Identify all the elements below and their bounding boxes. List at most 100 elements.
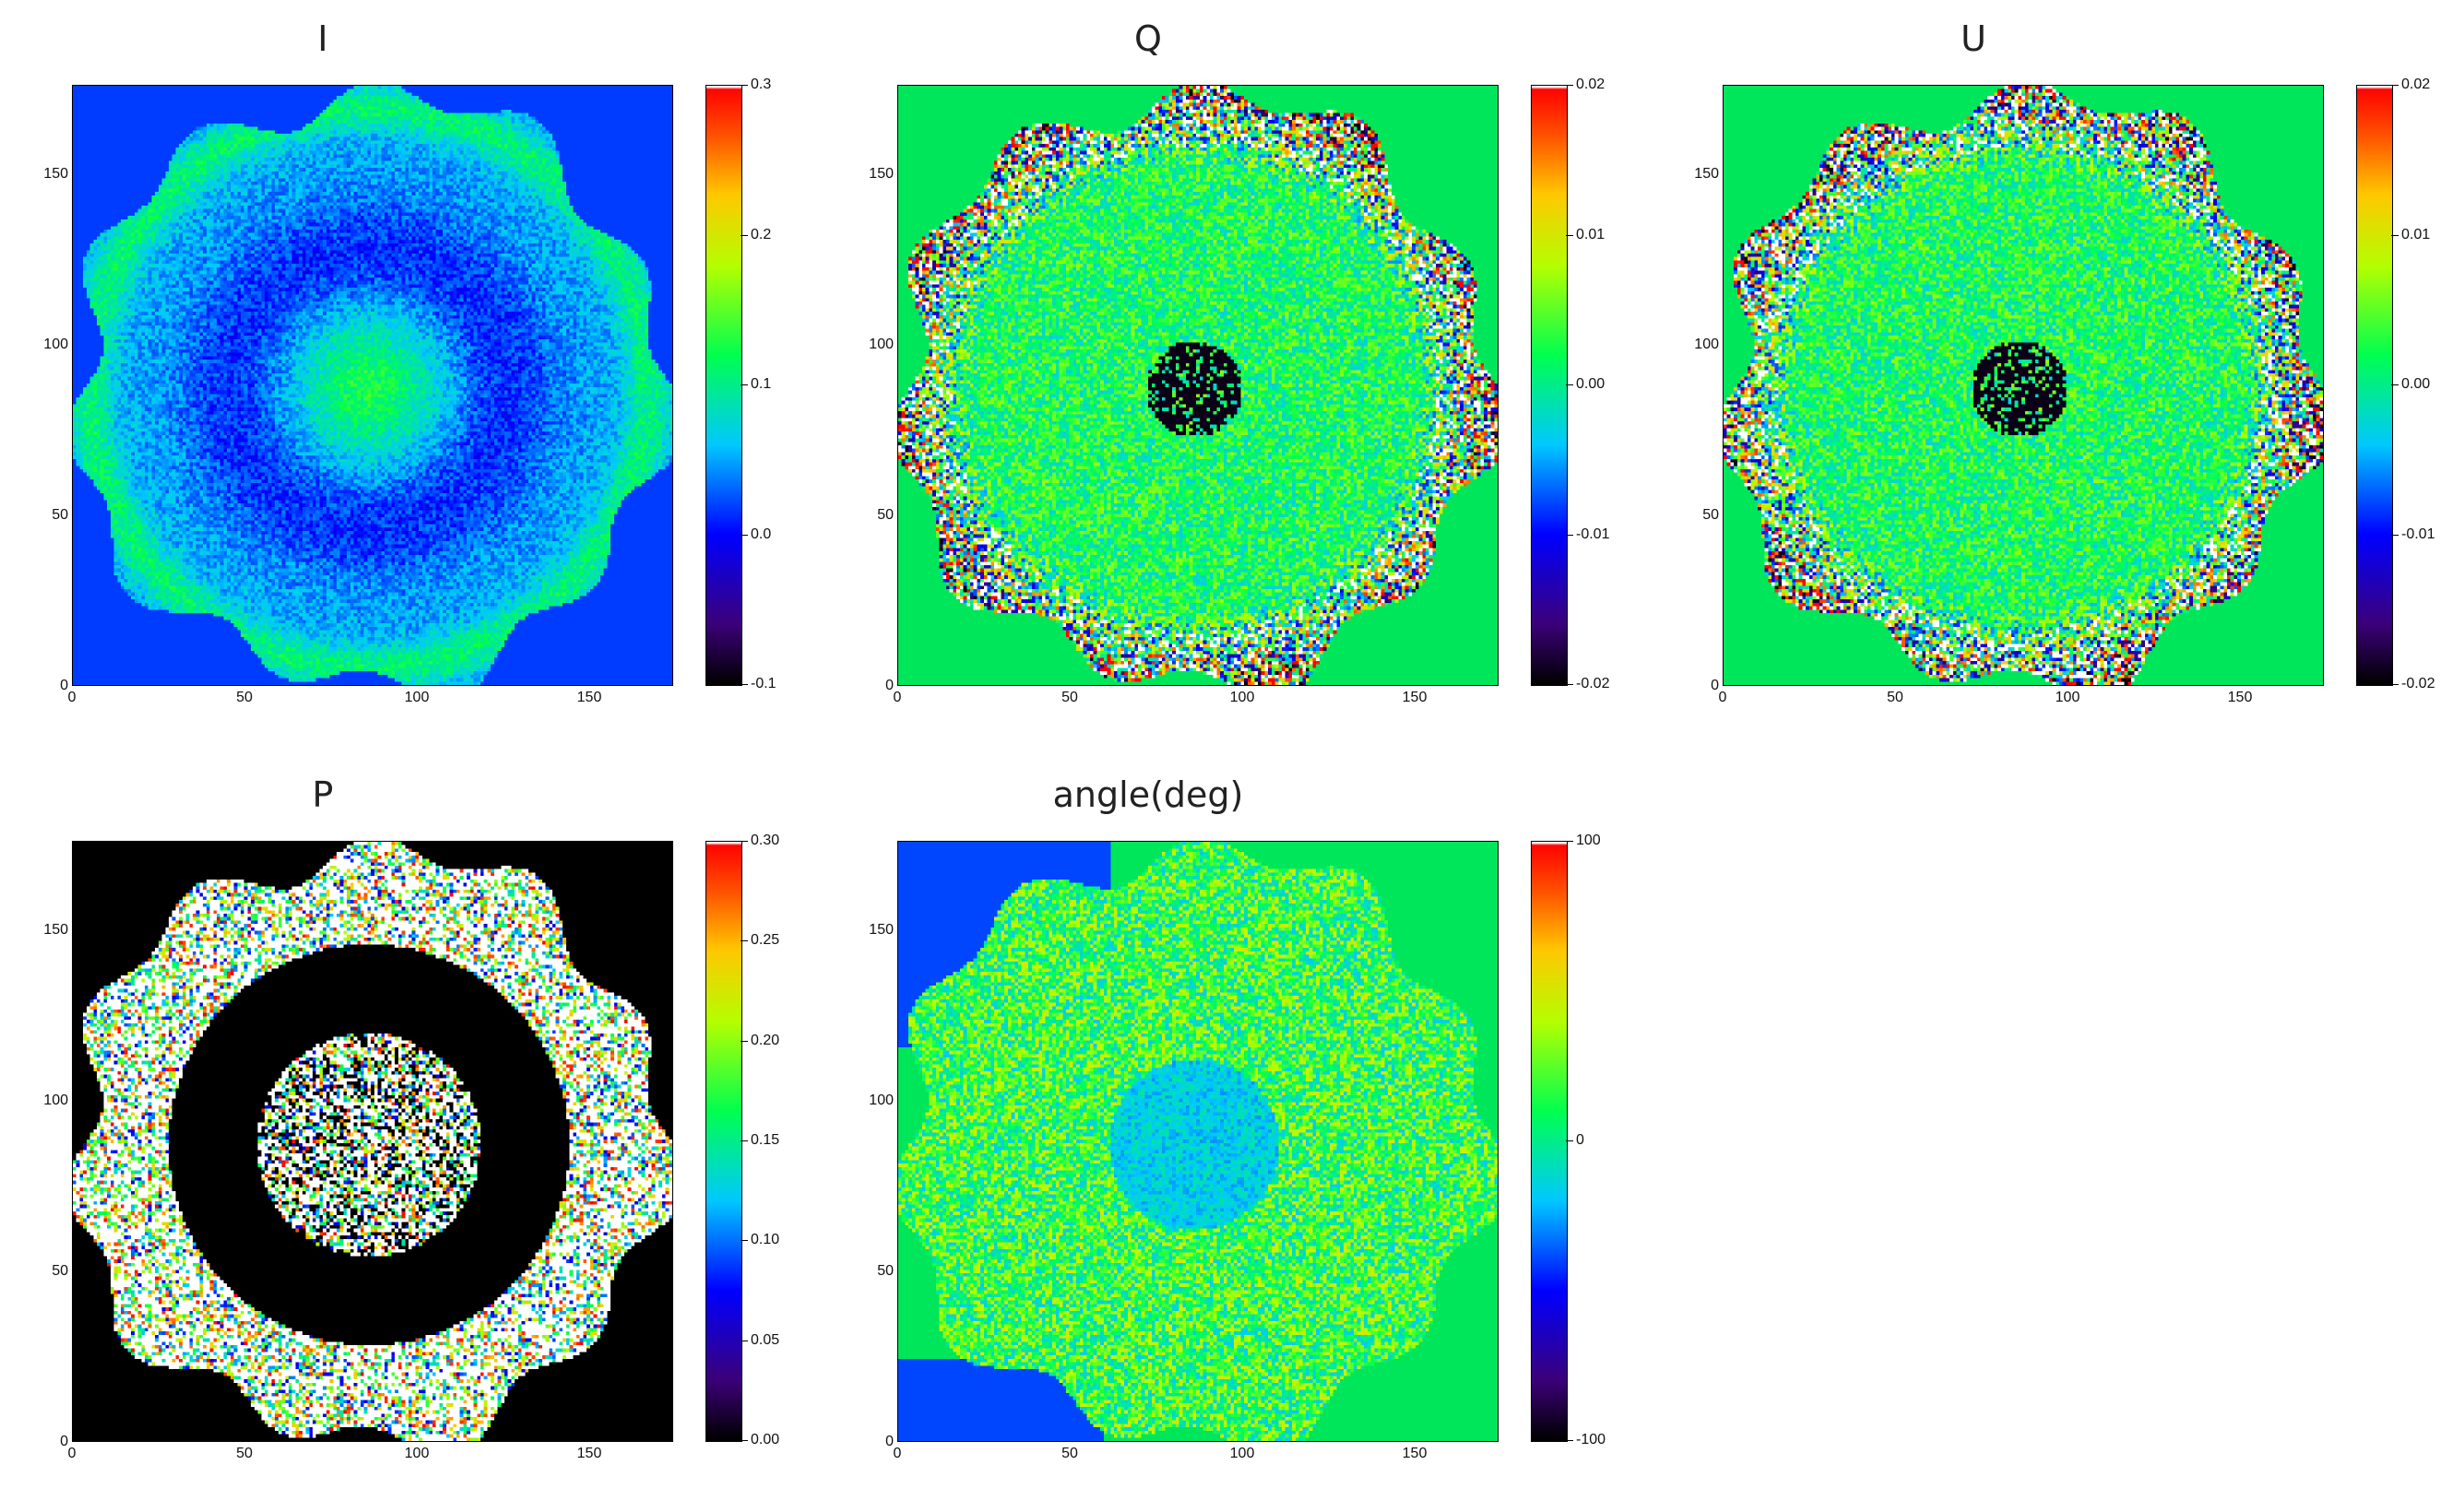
y-tick-label: 50 xyxy=(52,507,68,523)
colorbar-tick-label: 0.00 xyxy=(2401,376,2431,392)
panel-Q: Q 0 50 100 150 0 50 100 150 0.02 0.01 0.00 -0.01 -0.… xyxy=(825,18,1637,756)
colorbar-tick-label: 0.10 xyxy=(751,1232,780,1248)
x-tick-label: 150 xyxy=(2227,690,2253,705)
x-tick-label: 0 xyxy=(67,690,77,705)
x-tick-label: 150 xyxy=(576,1446,602,1461)
colorbar-tick-label: 0.0 xyxy=(751,526,772,542)
colorbar-tick-label: 100 xyxy=(1576,833,1601,848)
colorbar-tick-label: 0.02 xyxy=(2401,77,2431,92)
x-tick-label: 100 xyxy=(2055,690,2080,705)
plot-image xyxy=(72,841,673,1442)
x-tick-label: 0 xyxy=(67,1446,77,1461)
x-tick-label: 50 xyxy=(236,1446,253,1461)
colorbar-tick xyxy=(2391,684,2399,685)
x-tick-label: 100 xyxy=(1229,690,1255,705)
colorbar-tick-label: 0.05 xyxy=(751,1331,780,1348)
x-tick-label: 50 xyxy=(236,690,253,705)
colorbar-tick xyxy=(741,1140,748,1141)
y-tick-label: 50 xyxy=(1702,507,1719,523)
panel-U: U 0 50 100 150 0 50 100 150 0.02 0.01 0.00 -0.01 -0.… xyxy=(1651,18,2453,756)
y-tick-label: 150 xyxy=(43,166,68,182)
y-tick-label: 0 xyxy=(1711,678,1719,693)
colorbar xyxy=(1531,85,1568,686)
x-tick-label: 0 xyxy=(1718,690,1727,705)
colorbar-tick xyxy=(1566,684,1573,685)
x-tick-label: 150 xyxy=(576,690,602,705)
colorbar-tick xyxy=(741,234,748,236)
colorbar-tick xyxy=(1566,85,1573,86)
colorbar-tick xyxy=(741,940,748,942)
colorbar-tick xyxy=(741,841,748,842)
y-tick-label: 0 xyxy=(885,1434,894,1449)
colorbar-tick-label: 0.00 xyxy=(1576,376,1606,392)
y-tick-label: 150 xyxy=(1694,166,1719,182)
colorbar-tick xyxy=(741,684,748,685)
colorbar-tick-label: -0.01 xyxy=(2401,526,2435,542)
colorbar-tick-label: 0.02 xyxy=(1576,77,1606,92)
colorbar-tick xyxy=(2391,384,2399,385)
colorbar-tick xyxy=(2391,534,2399,536)
y-tick-label: 50 xyxy=(877,507,894,523)
colorbar-tick-label: -0.01 xyxy=(1576,526,1610,542)
panel-I: I 0 50 100 150 0 50 100 150 0.3 0.2 0.1 0.0 -0.1 xyxy=(0,18,812,756)
y-tick-label: 0 xyxy=(60,1434,68,1449)
colorbar-tick xyxy=(2391,234,2399,236)
plot-image xyxy=(897,841,1499,1442)
colorbar-tick xyxy=(2391,85,2399,86)
y-tick-label: 100 xyxy=(43,337,68,352)
y-tick-label: 100 xyxy=(43,1093,68,1108)
x-tick-label: 50 xyxy=(1061,1446,1078,1461)
colorbar-tick xyxy=(1566,234,1573,236)
colorbar-tick-label: 0.1 xyxy=(751,376,772,392)
colorbar-tick-label: 0.30 xyxy=(751,833,780,848)
colorbar xyxy=(705,85,742,686)
plot-image xyxy=(72,85,673,686)
x-tick-label: 150 xyxy=(1402,1446,1428,1461)
panel-title: U xyxy=(1961,18,1986,59)
x-tick-label: 50 xyxy=(1061,690,1078,705)
y-tick-label: 100 xyxy=(1694,337,1719,352)
panel-title: angle(deg) xyxy=(1052,774,1244,815)
y-tick-label: 100 xyxy=(869,337,894,352)
colorbar xyxy=(1531,841,1568,1442)
colorbar-tick xyxy=(741,1240,748,1242)
plot-image xyxy=(1723,85,2324,686)
colorbar-tick-label: 0 xyxy=(1576,1132,1584,1148)
y-tick-label: 150 xyxy=(869,922,894,938)
y-tick-label: 100 xyxy=(869,1093,894,1108)
y-tick-label: 150 xyxy=(43,922,68,938)
y-tick-label: 0 xyxy=(60,678,68,693)
panel-title: I xyxy=(317,18,328,59)
colorbar-tick-label: -0.02 xyxy=(1576,676,1610,691)
x-tick-label: 50 xyxy=(1887,690,1903,705)
x-tick-label: 100 xyxy=(404,1446,430,1461)
x-tick-label: 0 xyxy=(893,690,902,705)
colorbar-tick-label: 0.01 xyxy=(2401,226,2431,242)
colorbar xyxy=(705,841,742,1442)
colorbar-tick-label: 0.2 xyxy=(751,226,772,242)
y-tick-label: 50 xyxy=(877,1263,894,1279)
colorbar-tick xyxy=(1566,1140,1573,1141)
colorbar-tick xyxy=(1566,534,1573,536)
colorbar-tick-label: 0.00 xyxy=(751,1432,780,1447)
colorbar-tick-label: 0.3 xyxy=(751,77,772,92)
panel-P: P 0 50 100 150 0 50 100 150 0.30 0.25 0.20 0.15 0.10… xyxy=(0,774,812,1512)
colorbar-tick-label: -0.02 xyxy=(2401,676,2435,691)
panel-angle: angle(deg) 0 50 100 150 0 50 100 150 100 0 -100 xyxy=(825,774,1637,1512)
plot-image xyxy=(897,85,1499,686)
colorbar-tick-label: 0.15 xyxy=(751,1132,780,1148)
colorbar-tick xyxy=(741,534,748,536)
colorbar-tick-label: -0.1 xyxy=(751,676,776,691)
colorbar-tick xyxy=(741,1040,748,1042)
colorbar-tick-label: 0.20 xyxy=(751,1032,780,1048)
x-tick-label: 0 xyxy=(893,1446,902,1461)
colorbar-tick-label: -100 xyxy=(1576,1432,1606,1447)
x-tick-label: 100 xyxy=(404,690,430,705)
y-tick-label: 50 xyxy=(52,1263,68,1279)
colorbar-tick-label: 0.01 xyxy=(1576,226,1606,242)
colorbar-tick xyxy=(1566,841,1573,842)
colorbar-tick xyxy=(741,85,748,86)
y-tick-label: 0 xyxy=(885,678,894,693)
colorbar-tick xyxy=(741,1440,748,1441)
colorbar-tick xyxy=(1566,1440,1573,1441)
